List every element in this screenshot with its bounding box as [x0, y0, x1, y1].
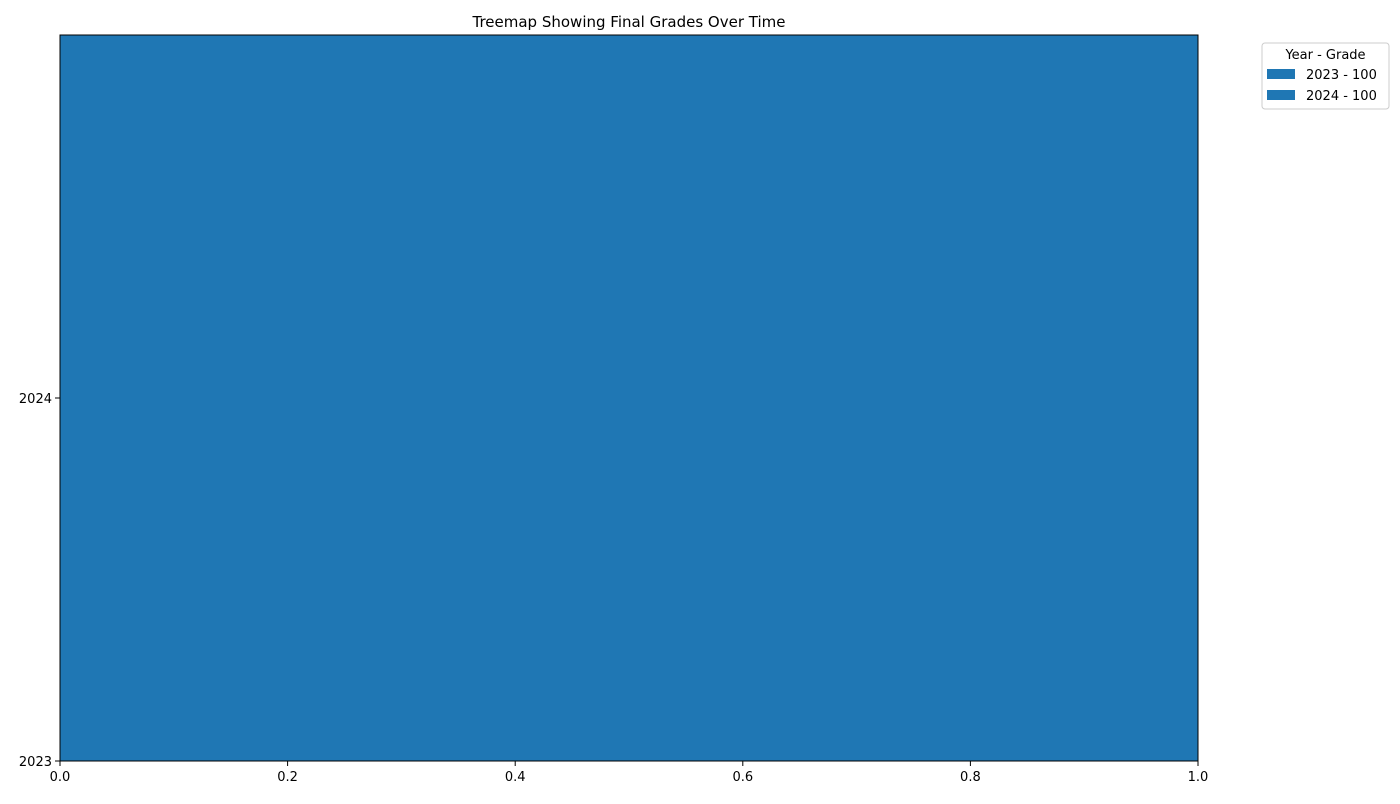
- y-tick-label: 2024: [19, 392, 52, 407]
- y-axis: 2023 2024: [19, 392, 60, 770]
- treemap-cell-2024: [60, 35, 1198, 398]
- x-tick-label: 0.4: [505, 770, 526, 785]
- legend-swatch: [1267, 90, 1295, 100]
- x-tick-label: 0.6: [732, 770, 753, 785]
- legend-label: 2024 - 100: [1306, 89, 1377, 104]
- x-axis: 0.0 0.2 0.4 0.6 0.8 1.0: [50, 34, 1209, 785]
- legend-title: Year - Grade: [1284, 48, 1365, 63]
- x-tick-label: 0.8: [960, 770, 981, 785]
- legend-swatch: [1267, 69, 1295, 79]
- chart-title: Treemap Showing Final Grades Over Time: [472, 13, 786, 31]
- treemap-cell-2023: [60, 398, 1198, 761]
- legend-label: 2023 - 100: [1306, 68, 1377, 83]
- legend: Year - Grade 2023 - 100 2024 - 100: [1261, 42, 1390, 110]
- x-tick-label: 0.0: [50, 770, 71, 785]
- y-tick-label: 2023: [19, 755, 52, 770]
- x-tick-label: 0.2: [277, 770, 298, 785]
- plot-area: [60, 35, 1198, 761]
- x-tick-label: 1.0: [1188, 770, 1209, 785]
